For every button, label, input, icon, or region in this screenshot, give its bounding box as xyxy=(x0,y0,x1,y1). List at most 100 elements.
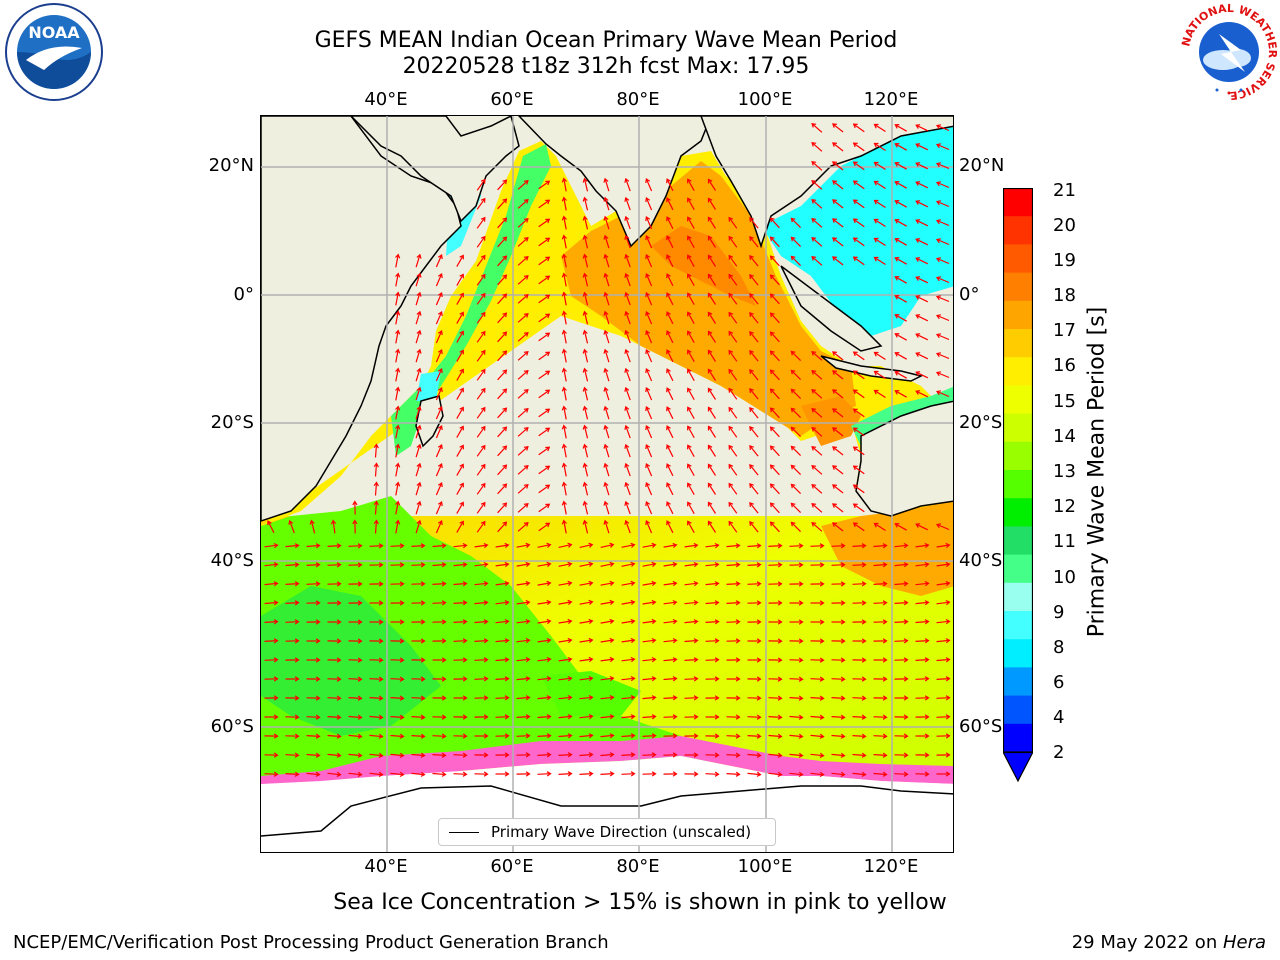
wave-arrow-shaft xyxy=(476,236,486,248)
wave-arrow-shaft xyxy=(873,563,887,567)
wave-arrow-head xyxy=(315,657,321,663)
wave-arrow-head xyxy=(357,676,363,682)
wave-arrow-head xyxy=(945,580,951,587)
wave-arrow-head xyxy=(935,390,942,396)
wave-arrow-head xyxy=(945,752,951,758)
wave-arrow-shaft xyxy=(538,389,550,399)
wave-arrow-head xyxy=(315,771,321,777)
wave-arrow-shaft xyxy=(936,333,950,341)
wave-arrow-head xyxy=(480,520,486,526)
wave-arrow-shaft xyxy=(415,482,421,496)
wave-arrow-head xyxy=(749,274,754,279)
wave-arrow-head xyxy=(480,387,486,393)
wave-arrow-shaft xyxy=(642,696,656,700)
wave-arrow-head xyxy=(357,638,363,644)
wave-arrow-shaft xyxy=(832,427,844,437)
southeast-asia-land xyxy=(700,116,953,249)
colorbar-outline xyxy=(1003,188,1033,754)
wave-arrow-shaft xyxy=(707,293,717,305)
wave-arrow-shaft xyxy=(915,333,929,341)
map-canvas xyxy=(261,116,953,852)
wave-arrow-shaft xyxy=(327,734,341,738)
wave-arrow-head xyxy=(945,771,951,777)
wave-arrow-shaft xyxy=(707,198,717,210)
wave-arrow-head xyxy=(525,580,531,587)
wave-arrow-shaft xyxy=(936,601,950,605)
wave-arrow-shaft xyxy=(432,583,446,585)
wave-arrow-head xyxy=(790,445,796,451)
wave-arrow-shaft xyxy=(645,197,653,211)
wave-arrow-shaft xyxy=(770,350,780,362)
colorbar-tick: 4 xyxy=(1053,707,1065,728)
wave-arrow-head xyxy=(483,733,489,739)
wave-arrow-head xyxy=(480,311,486,317)
wave-arrow-shaft xyxy=(895,371,907,379)
wave-arrow-head xyxy=(882,695,888,701)
wave-arrow-shaft xyxy=(621,734,635,738)
wave-arrow-shaft xyxy=(936,639,950,643)
wave-arrow-head xyxy=(480,425,486,431)
wave-arrow-head xyxy=(915,124,921,129)
wave-arrow-head xyxy=(462,581,468,587)
wave-arrow-shaft xyxy=(621,563,635,567)
wave-arrow-head xyxy=(903,600,909,606)
wave-arrow-head xyxy=(945,618,951,625)
wave-arrow-head xyxy=(811,521,817,527)
wave-arrow-shaft xyxy=(874,123,886,133)
wave-arrow-shaft xyxy=(369,715,383,719)
colorbar-band xyxy=(1003,272,1033,302)
noaa-logo-text: NOAA xyxy=(28,23,80,42)
wave-arrow-head xyxy=(894,523,900,528)
wave-arrow-shaft xyxy=(516,658,530,662)
wave-arrow-head xyxy=(603,291,609,297)
wave-arrow-shaft xyxy=(583,273,589,287)
wave-arrow-shaft xyxy=(642,715,656,719)
wave-arrow-head xyxy=(707,197,713,203)
wave-arrow-shaft xyxy=(600,696,614,700)
wave-arrow-shaft xyxy=(666,178,674,192)
wave-arrow-head xyxy=(504,638,510,644)
wave-arrow-head xyxy=(819,657,825,663)
wave-arrow-head xyxy=(545,408,551,414)
wave-arrow-head xyxy=(624,196,630,202)
lon-bottom-label: 120°E xyxy=(863,856,919,877)
wave-arrow-head xyxy=(352,500,358,506)
wave-arrow-shaft xyxy=(621,601,635,605)
wave-arrow-head xyxy=(416,253,422,259)
wave-arrow-head xyxy=(399,676,405,682)
wave-arrow-head xyxy=(666,235,671,241)
wave-arrow-shaft xyxy=(895,162,907,170)
wave-arrow-shaft xyxy=(495,563,509,567)
colorbar-band xyxy=(1003,723,1033,753)
wave-arrow-head xyxy=(525,561,531,568)
wave-arrow-shaft xyxy=(369,772,383,776)
wave-arrow-shaft xyxy=(474,601,488,605)
wave-arrow-shaft xyxy=(728,274,738,286)
wave-arrow-shaft xyxy=(625,368,631,382)
wave-arrow-head xyxy=(935,333,942,339)
wave-arrow-head xyxy=(588,618,594,625)
wave-arrow-shaft xyxy=(583,501,589,515)
wave-arrow-shaft xyxy=(852,564,866,566)
footer-host: Hera xyxy=(1222,932,1266,953)
wave-arrow-head xyxy=(502,179,508,185)
wave-arrow-shaft xyxy=(625,273,631,287)
wave-arrow-head xyxy=(273,619,279,625)
wave-arrow-shaft xyxy=(790,483,802,495)
wave-arrow-head xyxy=(935,371,942,377)
wave-arrow-shaft xyxy=(666,197,674,211)
wave-arrow-shaft xyxy=(728,217,738,229)
wave-arrow-head xyxy=(309,519,315,525)
wave-arrow-head xyxy=(915,238,921,243)
wave-arrow-head xyxy=(749,426,754,431)
wave-arrow-shaft xyxy=(747,753,761,757)
wave-arrow-shaft xyxy=(538,484,550,494)
wave-arrow-head xyxy=(832,180,837,185)
wave-arrow-shaft xyxy=(456,388,464,400)
wave-arrow-head xyxy=(525,714,531,720)
wave-arrow-head xyxy=(749,331,754,336)
wave-arrow-head xyxy=(894,314,900,319)
wave-arrow-shaft xyxy=(666,330,674,344)
wave-arrow-head xyxy=(357,543,363,549)
wave-arrow-head xyxy=(630,580,636,586)
